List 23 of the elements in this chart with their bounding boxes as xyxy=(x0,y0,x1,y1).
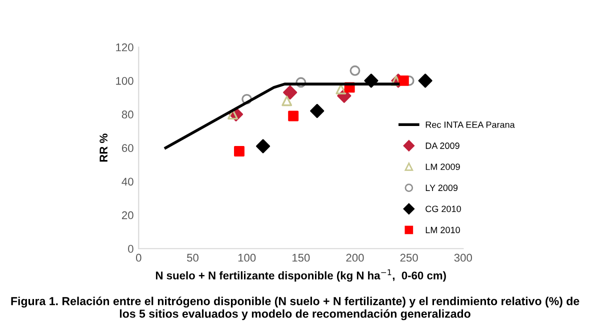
x-axis-title: N suelo + N fertilizante disponible (kg N ha$^{−1}$, 0-60 cm) xyxy=(156,269,446,282)
x-tick-label: 150 xyxy=(292,254,310,262)
x-tick-label: 0 xyxy=(136,254,142,262)
legend-label: DA 2009 xyxy=(426,142,460,149)
x-tick-label: 100 xyxy=(238,254,256,262)
legend-label: LM 2009 xyxy=(426,164,460,170)
y-tick-label: 60 xyxy=(122,144,134,152)
x-tick-label: 200 xyxy=(346,254,364,262)
text: Figura 1. Relación entre el nitrógeno disponible (N suelo + N fertilizante) y el rendimiento relativo (%) de los 5 sitios evaluados y modelo de recomendación generalizado xyxy=(11,296,580,320)
y-tick-label: 0 xyxy=(128,244,134,253)
y-tick-label: 20 xyxy=(122,211,134,220)
y-tick-label: 80 xyxy=(122,110,134,118)
legend-label: CG 2010 xyxy=(426,206,461,212)
x-tick-label: 250 xyxy=(400,254,418,262)
y-axis-title: RR % xyxy=(100,134,108,162)
y-tick-label: 40 xyxy=(122,178,134,186)
legend-label: LM 2010 xyxy=(426,226,460,234)
legend-label: LY 2009 xyxy=(426,184,458,192)
y-tick-label: 100 xyxy=(116,76,134,85)
x-tick-label: 50 xyxy=(187,254,198,262)
legend-label: Rec INTA EEA Parana xyxy=(426,122,515,128)
y-tick-label: 120 xyxy=(116,43,134,52)
x-tick-label: 300 xyxy=(454,254,472,262)
